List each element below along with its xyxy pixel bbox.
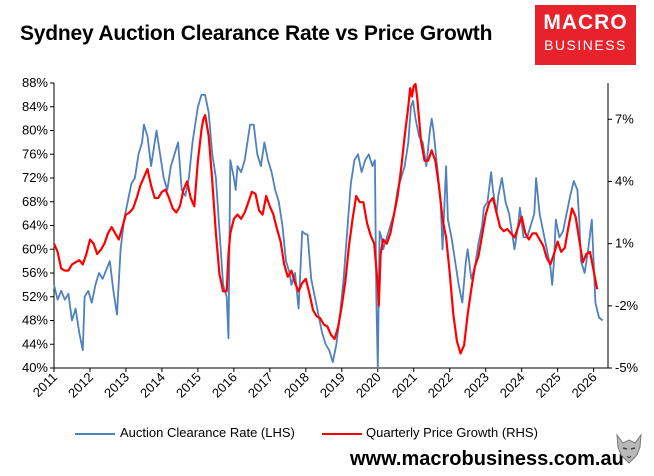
macrobusiness-logo: MACRO BUSINESS [535, 5, 636, 65]
left-tick-label: 40% [22, 360, 48, 375]
legend-label-clearance: Auction Clearance Rate (LHS) [120, 425, 295, 440]
left-tick-label: 48% [22, 313, 48, 328]
left-tick-label: 72% [22, 170, 48, 185]
left-tick-label: 64% [22, 218, 48, 233]
x-tick-label: 2012 [65, 370, 96, 401]
right-tick-label: 7% [615, 111, 634, 126]
x-tick-label: 2013 [101, 370, 132, 401]
x-tick-label: 2020 [353, 370, 384, 401]
right-tick-label: -2% [615, 298, 639, 313]
x-tick-label: 2021 [389, 370, 420, 401]
left-tick-label: 84% [22, 99, 48, 114]
left-tick-label: 52% [22, 289, 48, 304]
left-tick-label: 80% [22, 123, 48, 138]
right-tick-label: 4% [615, 173, 634, 188]
x-tick-label: 2023 [461, 370, 492, 401]
x-tick-label: 2019 [317, 370, 348, 401]
left-tick-label: 60% [22, 241, 48, 256]
wolf-icon [616, 433, 642, 464]
right-tick-label: 1% [615, 236, 634, 251]
left-tick-label: 56% [22, 265, 48, 280]
logo-line1: MACRO [543, 11, 628, 34]
x-tick-label: 2018 [281, 370, 312, 401]
left-tick-label: 44% [22, 336, 48, 351]
left-tick-label: 68% [22, 194, 48, 209]
x-tick-label: 2024 [497, 370, 528, 401]
x-tick-label: 2025 [533, 370, 564, 401]
x-tick-label: 2022 [425, 370, 456, 401]
x-tick-label: 2015 [173, 370, 204, 401]
right-tick-label: -5% [615, 360, 639, 375]
x-tick-label: 2026 [569, 370, 600, 401]
x-tick-label: 2017 [245, 370, 276, 401]
clearance-rate-line [53, 94, 604, 369]
legend-label-growth: Quarterly Price Growth (RHS) [366, 425, 538, 440]
x-tick-label: 2014 [137, 370, 168, 401]
left-tick-label: 88% [22, 75, 48, 90]
legend-swatch-growth [322, 433, 362, 435]
website-url: www.macrobusiness.com.au [350, 448, 624, 470]
price-growth-line [52, 82, 599, 355]
x-tick-label: 2016 [209, 370, 240, 401]
chart-title: Sydney Auction Clearance Rate vs Price G… [20, 22, 493, 45]
logo-line2: BUSINESS [544, 37, 627, 53]
legend-swatch-clearance [75, 433, 115, 435]
left-tick-label: 76% [22, 146, 48, 161]
